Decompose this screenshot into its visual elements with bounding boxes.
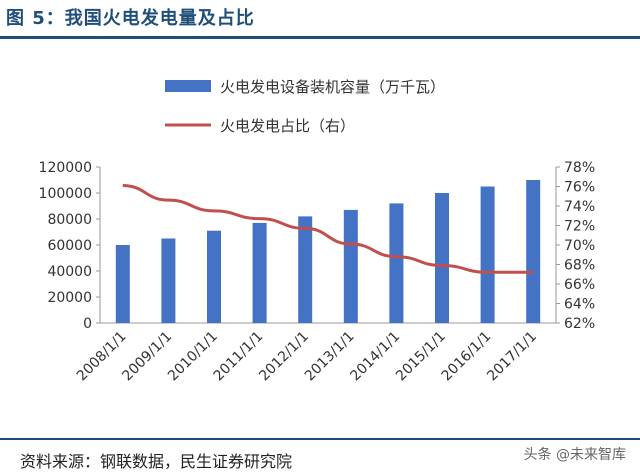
y-right-tick-label: 78% <box>564 160 595 176</box>
y-left-tick-label: 120000 <box>39 160 92 176</box>
x-tick-label: 2017/1/1 <box>484 329 540 385</box>
bar-2010/1/1 <box>207 230 221 323</box>
legend: 火电发电设备装机容量（万千瓦） 火电发电占比（右） <box>165 78 445 135</box>
bar-2012/1/1 <box>298 216 313 323</box>
bar-2014/1/1 <box>389 203 404 323</box>
bar-2017/1/1 <box>526 180 541 323</box>
y-left-tick-label: 0 <box>83 316 92 332</box>
bar-2011/1/1 <box>252 222 267 323</box>
y-left-tick-label: 80000 <box>47 212 92 228</box>
y-right-tick-label: 62% <box>564 316 595 332</box>
y-right-tick-label: 64% <box>564 297 595 313</box>
bars <box>115 180 541 323</box>
bar-2016/1/1 <box>480 186 495 323</box>
x-tick-labels: 2008/1/12009/1/12010/1/12011/1/12012/1/1… <box>74 329 540 385</box>
y-left-tick-label: 20000 <box>47 290 92 306</box>
y-right-tick-label: 72% <box>564 219 595 235</box>
bar-2015/1/1 <box>435 193 449 323</box>
y-right-tick-label: 68% <box>564 258 595 274</box>
source-divider <box>0 438 640 440</box>
y-right-tick-label: 70% <box>564 238 595 254</box>
y-left-tick-label: 40000 <box>47 264 92 280</box>
watermark: 头条 @未来智库 <box>523 447 626 463</box>
y-right-tick-label: 74% <box>564 199 595 215</box>
legend-bar-swatch <box>165 80 211 92</box>
ratio-line-path <box>122 184 534 274</box>
page-title: 图 5：我国火电发电量及占比 <box>6 8 255 29</box>
bar-2013/1/1 <box>343 209 358 323</box>
axes: 0 20000 40000 60000 80000 100000 120000 62% 64% 6… <box>39 160 596 332</box>
title-bar: 图 5：我国火电发电量及占比 <box>0 0 640 39</box>
y-right-tick-label: 76% <box>564 180 595 196</box>
ratio-line <box>122 184 534 274</box>
y-right-tick-label: 66% <box>564 277 595 293</box>
y-left-tick-label: 60000 <box>47 238 92 254</box>
bar-2008/1/1 <box>115 245 130 323</box>
bar-2009/1/1 <box>161 238 176 323</box>
source-note: 资料来源：钢联数据，民生证券研究院 <box>20 452 293 471</box>
legend-line-label: 火电发电占比（右） <box>220 117 355 135</box>
y-left-tick-label: 100000 <box>39 186 92 202</box>
legend-bar-label: 火电发电设备装机容量（万千瓦） <box>220 78 445 96</box>
